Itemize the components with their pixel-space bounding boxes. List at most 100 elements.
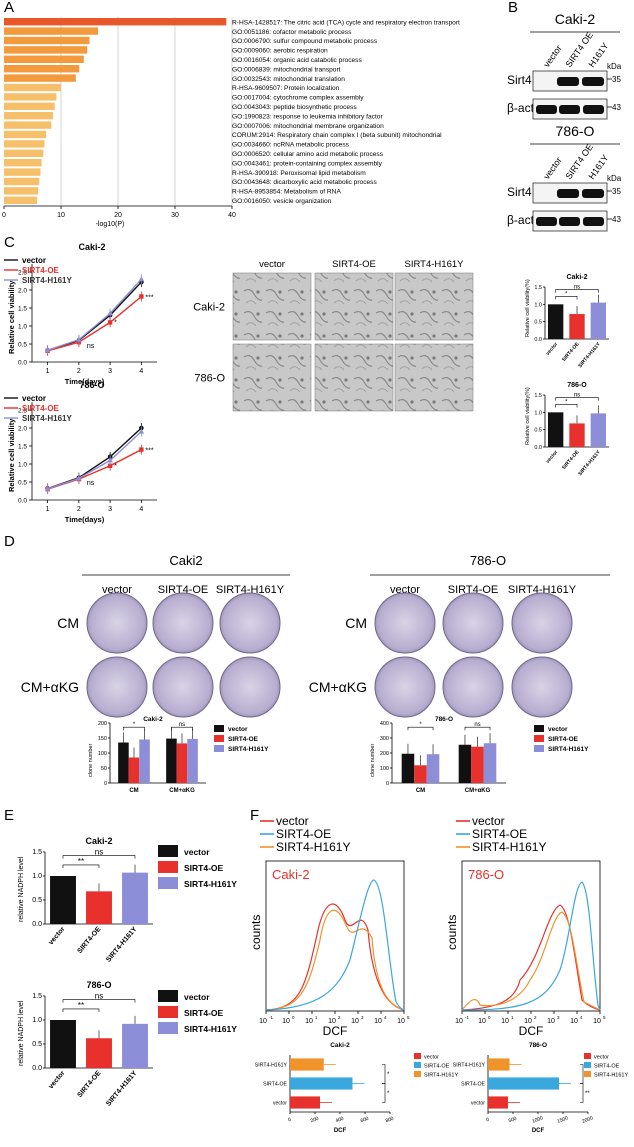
series-line (47, 278, 142, 351)
bar (426, 754, 440, 783)
x-tick-exponent: 4 (384, 1015, 387, 1020)
sig-bracket (580, 1064, 584, 1084)
legend-label: SIRT4-H161Y (472, 840, 546, 854)
y-tick-label: 1.0 (534, 410, 542, 416)
legend-swatch (214, 745, 224, 752)
enrichment-bar (4, 121, 52, 129)
growth-title: Caki-2 (78, 242, 105, 252)
x-tick-exponent: 2 (534, 1015, 537, 1020)
term-label: GO:0006790: sulfur compound metabolic pr… (232, 38, 378, 45)
sig-label: ** (78, 857, 84, 866)
sig-label: ** (78, 1001, 84, 1010)
x-category-label: CM (129, 788, 138, 794)
y-tick-label: 2.5 (18, 408, 27, 415)
x-tick-exponent: 1 (511, 1015, 514, 1020)
x-tick-label: 30 (171, 212, 179, 219)
legend-label: SIRT4-H161Y (22, 276, 72, 285)
y-tick-label: 0.5 (534, 320, 542, 326)
x-axis-label: -log10(P) (96, 221, 125, 228)
sig-bracket (407, 726, 434, 731)
band (583, 105, 604, 114)
chart-title: Caki-2 (143, 716, 163, 723)
x-tick-label: 3 (108, 506, 112, 513)
chart-title: 786-O (529, 1042, 547, 1049)
sig-label: ns (574, 285, 580, 291)
chart-title: 786-O (567, 382, 587, 389)
term-label: GO:0043461: protein-containing complex a… (232, 160, 383, 167)
y-tick-label: 0.0 (32, 1065, 42, 1072)
x-category-label: SIRT4-H161Y (105, 1070, 139, 1108)
dish-col-label: SIRT4-OE (158, 584, 209, 596)
legend-label: vector (594, 1055, 609, 1061)
y-axis-label: clone number (370, 744, 376, 777)
micrograph-image (314, 272, 394, 341)
term-label: GO:0009060: aerobic respiration (232, 48, 328, 55)
sig-bracket (62, 999, 136, 1003)
y-tick-label: 1.0 (32, 873, 42, 880)
sig-bracket (62, 864, 100, 868)
y-tick-label: 0.5 (32, 1041, 42, 1048)
x-category-label: SIRT4-OE (561, 341, 581, 363)
legend-label: vector (472, 814, 505, 828)
y-axis-label: relative NADPH level (18, 856, 25, 922)
sig-label: ns (87, 480, 95, 487)
legend-label: vector (22, 394, 46, 403)
sig-bracket (382, 1064, 386, 1084)
term-label: GO:0032543: mitochondrial translation (232, 76, 345, 83)
bar (401, 753, 415, 783)
histogram-curve (461, 904, 601, 1011)
enrichment-bar (4, 187, 39, 195)
sig-label: * (565, 399, 568, 405)
x-tick-label: 10 (501, 1018, 509, 1025)
bar (590, 413, 607, 447)
y-tick-label: 1.5 (534, 285, 542, 291)
lane-label: vector (541, 43, 563, 69)
legend-label: SIRT4-H161Y (184, 879, 237, 889)
data-point (138, 276, 145, 282)
micrograph-image (394, 343, 474, 412)
x-tick-label: 10 (524, 1018, 532, 1025)
sig-bracket (464, 726, 491, 731)
x-axis-label: DCF (532, 1128, 545, 1134)
enrichment-bar (4, 130, 47, 139)
x-tick-exponent: -1 (269, 1015, 273, 1020)
term-label: GO:0043043: peptide biosynthetic process (232, 104, 357, 111)
bar (488, 1077, 559, 1090)
bar (122, 872, 148, 924)
term-label: GO:0006839: mitochondrial transport (232, 66, 341, 73)
enrichment-bar (4, 196, 38, 204)
data-point (139, 294, 144, 299)
legend-swatch (534, 745, 544, 752)
legend-label: SIRT4-OE (184, 1008, 224, 1018)
blot-row-label: Sirt4 (507, 73, 532, 87)
bar (483, 743, 497, 783)
enrichment-bar (4, 177, 40, 186)
y-tick-label: 100 (380, 766, 389, 772)
legend-swatch (584, 1071, 591, 1077)
legend-label: SIRT4-H161Y (548, 746, 589, 753)
sig-label: * (387, 1072, 390, 1078)
micrograph-image (394, 272, 474, 341)
sig-bracket (62, 1008, 100, 1012)
x-tick-label: 800 (385, 1116, 395, 1125)
band (583, 217, 604, 226)
mw-label: 43 (612, 215, 621, 224)
term-label: GO:0006520: cellular amino acid metaboli… (232, 151, 384, 158)
x-tick-exponent: 4 (580, 1015, 583, 1020)
mw-label: 35 (612, 187, 621, 196)
data-point (44, 485, 51, 491)
data-point (44, 347, 51, 353)
histogram-curve (461, 911, 601, 1011)
x-tick-label: 20 (114, 212, 122, 219)
dish-row-label: CM+αKG (309, 679, 367, 695)
band (582, 189, 604, 198)
kda-label: kDa (607, 174, 622, 183)
x-tick-label: 40 (228, 212, 236, 219)
dish-col-label: vector (102, 584, 132, 596)
x-tick-label: 10 (455, 1018, 463, 1025)
x-axis-label: DCF (323, 1024, 348, 1038)
y-tick-label: 50 (101, 766, 107, 772)
enrichment-bar (4, 102, 55, 110)
sig-label: * (114, 463, 117, 470)
x-tick-label: 10 (57, 212, 65, 219)
